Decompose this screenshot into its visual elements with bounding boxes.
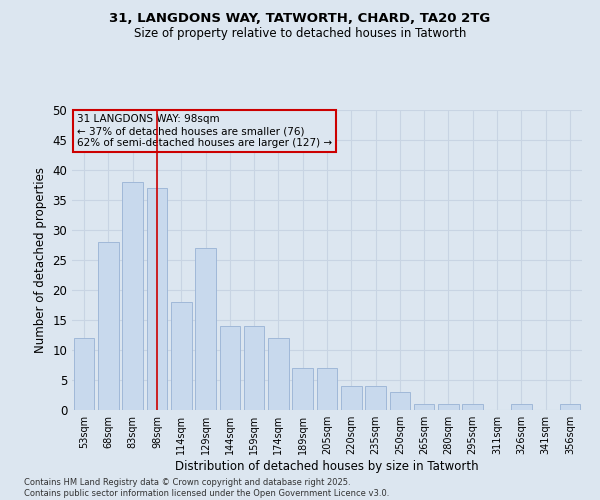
Text: 31, LANGDONS WAY, TATWORTH, CHARD, TA20 2TG: 31, LANGDONS WAY, TATWORTH, CHARD, TA20 … — [109, 12, 491, 26]
Bar — [74, 338, 94, 410]
Bar — [220, 326, 240, 410]
Text: Contains HM Land Registry data © Crown copyright and database right 2025.
Contai: Contains HM Land Registry data © Crown c… — [24, 478, 389, 498]
Bar — [463, 404, 483, 410]
Bar — [414, 404, 434, 410]
Bar — [171, 302, 191, 410]
X-axis label: Distribution of detached houses by size in Tatworth: Distribution of detached houses by size … — [175, 460, 479, 473]
Bar — [317, 368, 337, 410]
Bar — [195, 248, 216, 410]
Bar — [341, 386, 362, 410]
Bar — [146, 188, 167, 410]
Text: Size of property relative to detached houses in Tatworth: Size of property relative to detached ho… — [134, 28, 466, 40]
Text: 31 LANGDONS WAY: 98sqm
← 37% of detached houses are smaller (76)
62% of semi-det: 31 LANGDONS WAY: 98sqm ← 37% of detached… — [77, 114, 332, 148]
Bar — [244, 326, 265, 410]
Bar — [268, 338, 289, 410]
Bar — [511, 404, 532, 410]
Bar — [389, 392, 410, 410]
Bar — [122, 182, 143, 410]
Bar — [292, 368, 313, 410]
Bar — [98, 242, 119, 410]
Bar — [438, 404, 459, 410]
Bar — [365, 386, 386, 410]
Bar — [560, 404, 580, 410]
Y-axis label: Number of detached properties: Number of detached properties — [34, 167, 47, 353]
